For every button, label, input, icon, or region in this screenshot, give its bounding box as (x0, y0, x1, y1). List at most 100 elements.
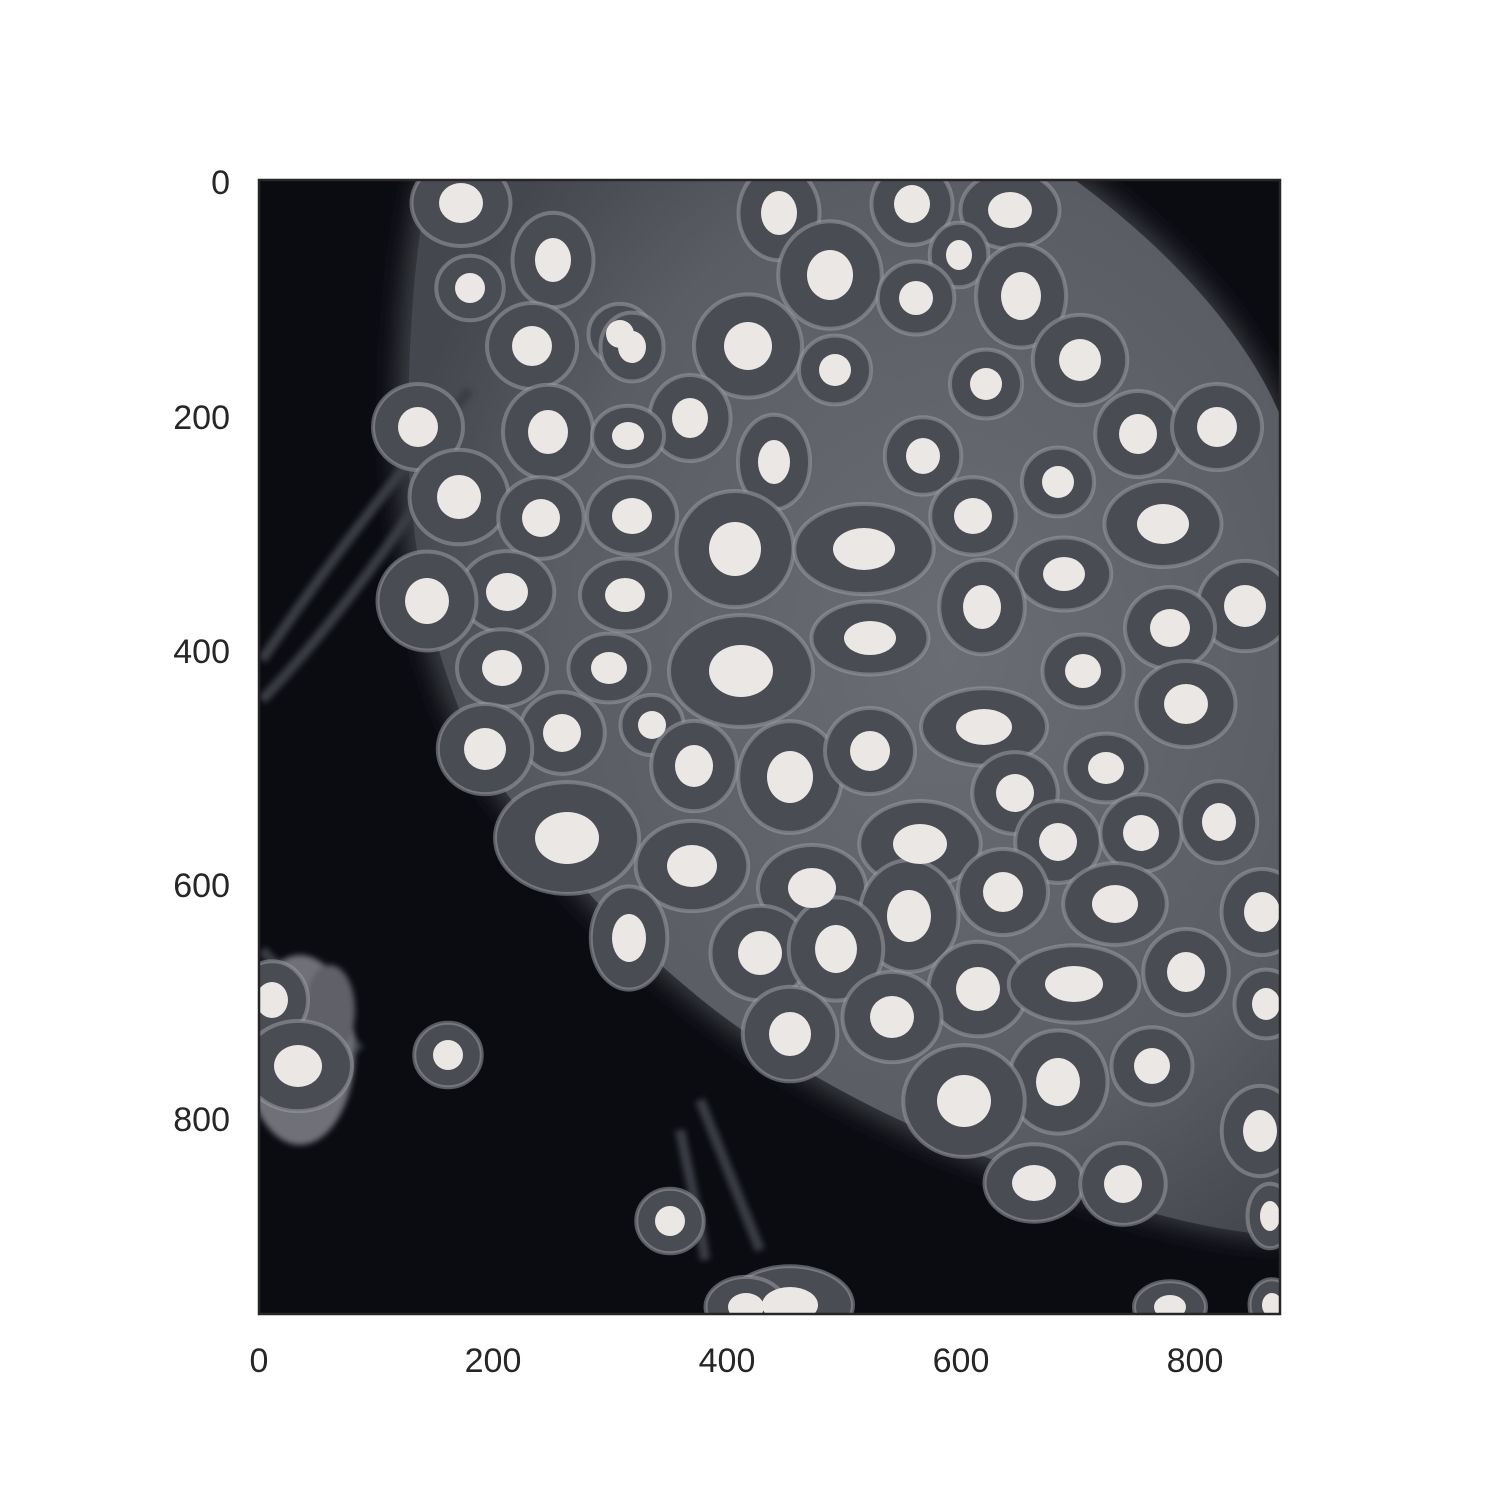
nucleus (970, 368, 1002, 400)
nucleus (758, 440, 790, 484)
nucleus (815, 925, 857, 973)
nucleus (709, 645, 773, 697)
nucleus (1088, 752, 1124, 784)
nucleus (1243, 1110, 1277, 1152)
nucleus (833, 528, 895, 570)
nucleus (963, 585, 1001, 629)
nucleus (675, 745, 713, 787)
nucleus (672, 398, 708, 438)
nucleus (728, 1293, 764, 1314)
nucleus (1042, 466, 1074, 498)
x-tick-label: 600 (933, 1342, 990, 1380)
nucleus (638, 711, 666, 739)
nucleus (1012, 1165, 1056, 1201)
nucleus (1036, 1058, 1080, 1106)
nucleus (807, 250, 853, 300)
nucleus (946, 240, 972, 270)
nucleus (1224, 585, 1266, 627)
nucleus (274, 1045, 322, 1087)
y-tick-label: 600 (173, 867, 230, 905)
nucleus (906, 438, 940, 474)
nucleus (1260, 1201, 1280, 1231)
nucleus (439, 183, 483, 223)
nucleus (405, 578, 449, 624)
nuclei (259, 183, 1280, 1314)
nucleus (1167, 952, 1205, 992)
nucleus (887, 890, 931, 942)
nucleus (1043, 557, 1085, 591)
nucleus (1164, 684, 1208, 724)
nucleus (1059, 339, 1101, 381)
y-tick-label: 200 (173, 399, 230, 437)
nucleus (591, 652, 627, 684)
nucleus (724, 322, 772, 370)
nucleus (1134, 1048, 1170, 1084)
nucleus (437, 475, 481, 519)
nucleus (667, 845, 717, 887)
nucleus (850, 731, 890, 771)
nucleus (769, 1012, 811, 1056)
nucleus (1104, 1165, 1142, 1203)
nucleus (1262, 1293, 1280, 1314)
nucleus (1123, 815, 1159, 851)
nucleus (788, 868, 836, 908)
nucleus (605, 578, 645, 612)
nucleus (486, 573, 528, 611)
nucleus (522, 499, 560, 537)
nucleus (819, 354, 851, 386)
nucleus (1150, 609, 1190, 647)
x-tick-label: 200 (465, 1342, 522, 1380)
nucleus (464, 728, 506, 770)
nucleus (937, 1075, 991, 1127)
nucleus (543, 714, 581, 752)
y-tick-label: 400 (173, 633, 230, 671)
nucleus (1001, 272, 1041, 320)
microscopy-image (259, 180, 1280, 1314)
nucleus (988, 192, 1032, 228)
nucleus (1197, 407, 1237, 447)
nucleus (528, 410, 568, 454)
nucleus (535, 238, 571, 282)
nucleus (655, 1206, 685, 1236)
nucleus (956, 709, 1012, 745)
nucleus (1154, 1295, 1186, 1314)
nucleus (894, 185, 930, 223)
nucleus (983, 872, 1023, 912)
nucleus (433, 1040, 463, 1070)
nucleus (996, 774, 1034, 812)
nucleus (1092, 885, 1138, 923)
nucleus (1137, 504, 1189, 544)
nucleus (1065, 654, 1101, 688)
nucleus (398, 407, 438, 447)
nucleus (893, 824, 947, 864)
x-axis-ticks: 0 200 400 600 800 (250, 1342, 1224, 1380)
nucleus (870, 996, 914, 1038)
nucleus (954, 498, 992, 534)
nucleus (618, 331, 646, 363)
nucleus (455, 273, 485, 303)
x-tick-label: 400 (699, 1342, 756, 1380)
nucleus (761, 191, 797, 235)
nucleus (1202, 803, 1236, 841)
x-tick-label: 0 (250, 1342, 269, 1380)
x-tick-label: 800 (1167, 1342, 1224, 1380)
nucleus (1119, 414, 1157, 454)
nucleus (259, 982, 288, 1018)
nucleus (612, 422, 644, 450)
y-axis-ticks: 0 200 400 600 800 (173, 164, 230, 1139)
nucleus (482, 650, 522, 686)
nucleus (612, 914, 646, 962)
nucleus (844, 621, 896, 655)
nucleus (1244, 892, 1280, 932)
nucleus (899, 281, 933, 315)
y-tick-label: 0 (211, 164, 230, 202)
nucleus (738, 931, 782, 975)
nucleus (512, 326, 552, 366)
y-tick-label: 800 (173, 1101, 230, 1139)
axes-frame (257, 178, 1282, 1316)
nucleus (1039, 823, 1077, 861)
nucleus (1252, 988, 1280, 1020)
nucleus (767, 751, 813, 803)
nucleus (612, 498, 652, 534)
